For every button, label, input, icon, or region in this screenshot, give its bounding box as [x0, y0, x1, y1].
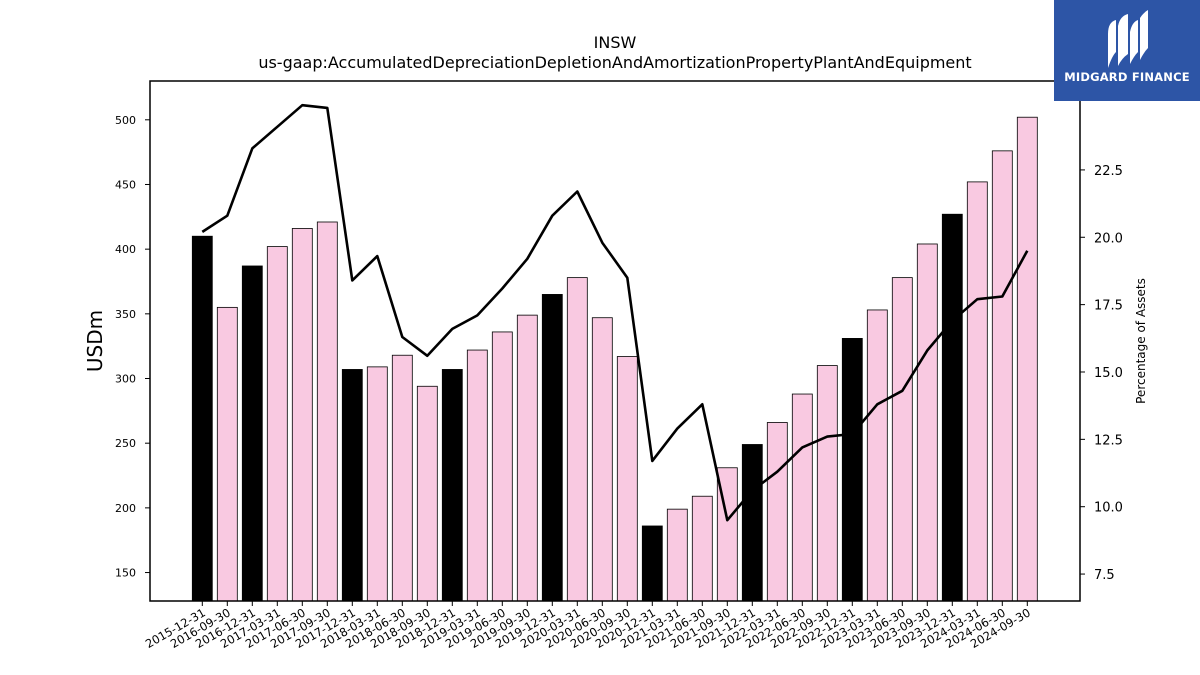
y-tick-label-right: 17.5 — [1094, 299, 1123, 314]
y-tick-label-left: 250 — [115, 437, 136, 450]
y-tick-label-right: 7.5 — [1094, 568, 1115, 583]
bar — [916, 243, 938, 602]
y-tick-label-left: 200 — [115, 502, 136, 515]
midgard-finance-logo: MIDGARD FINANCE — [1054, 0, 1200, 101]
y-axis-label-left: USDm — [83, 310, 107, 372]
y-tick-label-left: 150 — [115, 567, 136, 580]
bar — [291, 228, 313, 602]
bar — [191, 235, 213, 602]
y-axis-right: 7.5 10.0 12.5 15.0 17.5 20.0 22.5 — [1080, 164, 1123, 583]
bar — [866, 309, 888, 602]
bar — [541, 294, 563, 602]
midgard-logo-icon — [1108, 10, 1148, 68]
y-tick-label-left: 300 — [115, 373, 136, 386]
y-tick-label-right: 22.5 — [1094, 164, 1123, 179]
bar — [641, 525, 663, 602]
bar — [741, 444, 763, 602]
y-tick-label-right: 12.5 — [1094, 433, 1123, 448]
y-tick-label-left: 350 — [115, 308, 136, 321]
y-tick-label-right: 20.0 — [1094, 231, 1123, 246]
bar — [241, 265, 263, 602]
y-tick-label-right: 15.0 — [1094, 366, 1123, 381]
logo-text: MIDGARD FINANCE — [1064, 70, 1190, 84]
y-tick-label-left: 400 — [115, 243, 136, 256]
bar — [1016, 116, 1038, 602]
bar — [416, 385, 438, 602]
bars-group — [191, 116, 1038, 602]
plot-frame — [149, 80, 1081, 602]
bar — [391, 354, 413, 602]
bar — [816, 365, 838, 602]
y-tick-label-right: 10.0 — [1094, 501, 1123, 516]
x-axis: 2015-12-312016-09-302016-12-312017-03-31… — [143, 601, 1033, 651]
chart-title: INSW — [594, 33, 637, 52]
bar — [991, 150, 1013, 602]
series-line — [201, 103, 1029, 522]
line-group — [201, 103, 1029, 522]
bar — [966, 181, 988, 602]
chart-subtitle: us-gaap:AccumulatedDepreciationDepletion… — [258, 53, 971, 72]
bar — [491, 331, 513, 602]
bar — [266, 246, 288, 602]
y-tick-label-left: 500 — [115, 114, 136, 127]
bar — [516, 314, 538, 602]
bar — [791, 393, 813, 602]
y-tick-label-left: 450 — [115, 178, 136, 191]
bar — [666, 508, 688, 602]
bar — [591, 317, 613, 602]
bar — [316, 221, 338, 602]
bar — [766, 422, 788, 602]
bar — [841, 338, 863, 602]
bar — [341, 369, 363, 602]
bar — [216, 306, 238, 602]
bar — [366, 366, 388, 602]
bar — [441, 369, 463, 602]
y-axis-label-right: Percentage of Assets — [1134, 278, 1148, 404]
bar — [616, 356, 638, 602]
bar — [891, 277, 913, 602]
y-axis-left: 150 200 250 300 350 400 450 500 — [115, 114, 150, 580]
bar — [941, 213, 963, 602]
bar — [466, 349, 488, 602]
bar — [566, 277, 588, 602]
bar — [691, 495, 713, 602]
